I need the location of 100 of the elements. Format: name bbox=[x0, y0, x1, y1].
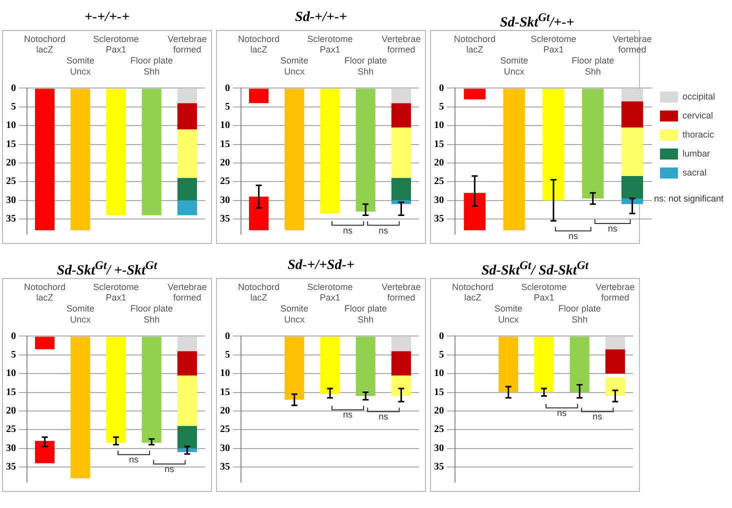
y-tick-label: 10 bbox=[6, 368, 16, 380]
bar bbox=[621, 101, 644, 128]
y-tick-label: 35 bbox=[434, 462, 444, 473]
bar bbox=[391, 88, 411, 104]
annotation: ns bbox=[557, 408, 568, 418]
x-tick-label: Sclerotome Pax1 bbox=[530, 34, 576, 55]
y-tick-label: 30 bbox=[220, 194, 230, 206]
y-tick-label: 25 bbox=[6, 176, 16, 188]
x-tick-label: Sclerotome Pax1 bbox=[307, 282, 353, 303]
y-tick-label: 0 bbox=[11, 330, 16, 342]
x-tick-label: Vertebrae formed bbox=[382, 34, 421, 55]
x-tick-label: Vertebrae formed bbox=[168, 282, 207, 303]
bar bbox=[391, 336, 411, 352]
bar bbox=[70, 88, 90, 230]
y-tick-label: 30 bbox=[434, 442, 444, 454]
text: ns: not significant bbox=[654, 193, 724, 204]
y-tick-label: 10 bbox=[220, 368, 230, 380]
annotation: ns bbox=[129, 454, 140, 465]
y-tick-label: 25 bbox=[220, 424, 230, 436]
bar bbox=[70, 336, 90, 478]
y-tick-label: 0 bbox=[225, 330, 230, 342]
annotation: ns bbox=[592, 412, 603, 422]
y-tick-label: 15 bbox=[434, 138, 444, 150]
y-tick-label: 20 bbox=[6, 406, 16, 417]
x-tick-label: Floor plate Shh bbox=[572, 55, 614, 76]
bar bbox=[570, 336, 590, 392]
x-tick-label: Floor plate Shh bbox=[130, 303, 173, 324]
chart-title: Sd-+/+-+ bbox=[294, 9, 348, 27]
y-tick-label: 35 bbox=[434, 214, 444, 225]
x-tick-label: Floor plate Shh bbox=[558, 303, 601, 324]
y-tick-label: 15 bbox=[6, 386, 16, 398]
annotation: ns bbox=[378, 412, 389, 422]
y-tick-label: 35 bbox=[220, 462, 230, 473]
chart-title: Sd-Skt$^{Gt}$/+-+ bbox=[499, 10, 576, 31]
bar bbox=[391, 351, 411, 376]
x-tick-label: Floor plate Shh bbox=[130, 55, 173, 76]
y-tick-label: 15 bbox=[220, 386, 230, 398]
x-tick-label: Somite Uncx bbox=[66, 55, 94, 76]
x-tick-label: Vertebrae formed bbox=[596, 282, 635, 303]
y-tick-label: 0 bbox=[439, 82, 444, 94]
bar bbox=[249, 196, 269, 230]
x-tick-label: Notochord lacZ bbox=[24, 282, 66, 303]
x-tick-label: Notochord lacZ bbox=[454, 34, 496, 55]
bar bbox=[542, 88, 564, 200]
annotation: ns bbox=[378, 225, 389, 236]
bar bbox=[142, 336, 162, 443]
legend-label: lumbar bbox=[682, 148, 710, 158]
bar bbox=[534, 336, 554, 392]
bar bbox=[391, 375, 411, 396]
bar bbox=[177, 178, 197, 200]
bar bbox=[142, 88, 162, 216]
bar bbox=[391, 103, 411, 128]
y-tick-label: 15 bbox=[434, 386, 444, 398]
bar bbox=[605, 349, 625, 374]
annotation: ns bbox=[608, 223, 618, 234]
bar bbox=[177, 129, 197, 178]
y-tick-label: 35 bbox=[6, 462, 16, 473]
y-tick-label: 5 bbox=[11, 101, 16, 112]
y-tick-label: 5 bbox=[11, 349, 16, 360]
bar bbox=[391, 127, 411, 178]
bar bbox=[177, 200, 197, 216]
y-tick-label: 30 bbox=[6, 194, 16, 206]
x-tick-label: Notochord lacZ bbox=[238, 282, 280, 303]
bar bbox=[177, 336, 197, 352]
y-tick-label: 10 bbox=[434, 368, 444, 380]
x-tick-label: Somite Uncx bbox=[66, 303, 94, 324]
bar bbox=[177, 88, 197, 104]
annotation: ns bbox=[343, 410, 354, 420]
bar bbox=[464, 192, 486, 230]
annotation: ns bbox=[164, 464, 175, 474]
bar bbox=[177, 375, 197, 426]
y-tick-label: 25 bbox=[6, 424, 16, 436]
y-tick-label: 5 bbox=[225, 101, 230, 112]
y-tick-label: 20 bbox=[434, 158, 444, 169]
legend-label: sacral bbox=[682, 167, 706, 178]
x-tick-label: Sclerotome Pax1 bbox=[307, 34, 353, 55]
y-tick-label: 10 bbox=[220, 120, 230, 132]
bar bbox=[177, 426, 197, 448]
bar bbox=[498, 336, 518, 392]
x-tick-label: Sclerotome Pax1 bbox=[521, 282, 567, 303]
y-tick-label: 0 bbox=[439, 330, 444, 342]
legend-label: thoracic bbox=[682, 129, 714, 140]
chart-title: Sd-+/+Sd-+ bbox=[286, 257, 356, 275]
y-tick-label: 10 bbox=[6, 120, 16, 132]
chart-title: +-+/+-+ bbox=[83, 9, 131, 27]
y-tick-label: 10 bbox=[434, 120, 444, 132]
annotation: ns bbox=[568, 230, 578, 241]
x-tick-label: Somite Uncx bbox=[494, 303, 522, 324]
bar bbox=[356, 88, 376, 212]
bar bbox=[177, 103, 197, 130]
bar bbox=[621, 127, 644, 176]
x-tick-label: Floor plate Shh bbox=[344, 55, 387, 76]
x-tick-label: Somite Uncx bbox=[280, 303, 308, 324]
x-tick-label: Somite Uncx bbox=[500, 55, 528, 76]
y-tick-label: 15 bbox=[220, 138, 230, 150]
y-tick-label: 30 bbox=[220, 442, 230, 454]
y-tick-label: 0 bbox=[225, 82, 230, 94]
bar bbox=[35, 440, 55, 464]
x-tick-label: Notochord lacZ bbox=[238, 34, 280, 55]
y-tick-label: 25 bbox=[434, 424, 444, 436]
